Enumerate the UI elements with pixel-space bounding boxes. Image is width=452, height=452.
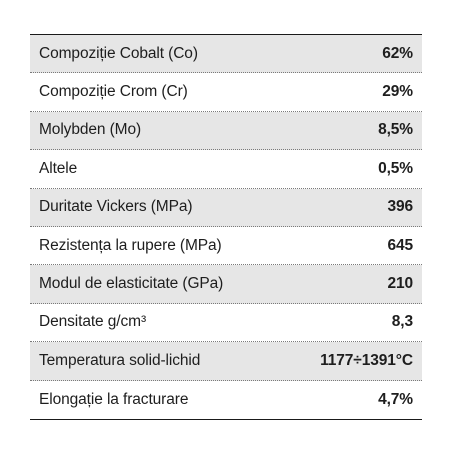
property-value: 210 [387,275,413,293]
properties-table: Compoziție Cobalt (Co) 62% Compoziție Cr… [30,34,422,420]
property-value: 4,7% [378,390,413,408]
property-label: Densitate g/cm³ [39,313,147,331]
table-row: Rezistența la rupere (MPa) 645 [30,227,422,266]
table-row: Elongație la fracturare 4,7% [30,381,422,419]
property-label: Duritate Vickers (MPa) [39,198,193,216]
property-label: Modul de elasticitate (GPa) [39,275,224,293]
property-label: Rezistența la rupere (MPa) [39,236,222,254]
table-row: Modul de elasticitate (GPa) 210 [30,265,422,304]
property-value: 8,3 [391,313,413,331]
property-label: Altele [39,159,78,177]
property-value: 0,5% [378,159,413,177]
table-row: Altele 0,5% [30,150,422,189]
property-value: 645 [387,236,413,254]
property-label: Compoziție Cobalt (Co) [39,44,198,62]
table-row: Duritate Vickers (MPa) 396 [30,188,422,227]
property-value: 8,5% [378,121,413,139]
property-value: 1177÷1391°C [320,351,413,369]
property-label: Elongație la fracturare [39,390,189,408]
property-label: Compoziție Crom (Cr) [39,83,188,101]
table-row: Molybden (Mo) 8,5% [30,111,422,151]
table-row: Compoziție Crom (Cr) 29% [30,73,422,112]
property-value: 29% [382,83,413,101]
property-value: 62% [382,44,413,62]
table-row: Densitate g/cm³ 8,3 [30,304,422,343]
property-label: Temperatura solid-lichid [39,351,201,369]
table-row: Temperatura solid-lichid 1177÷1391°C [30,342,422,381]
property-label: Molybden (Mo) [39,121,142,139]
property-value: 396 [387,198,413,216]
table-row: Compoziție Cobalt (Co) 62% [30,35,422,74]
